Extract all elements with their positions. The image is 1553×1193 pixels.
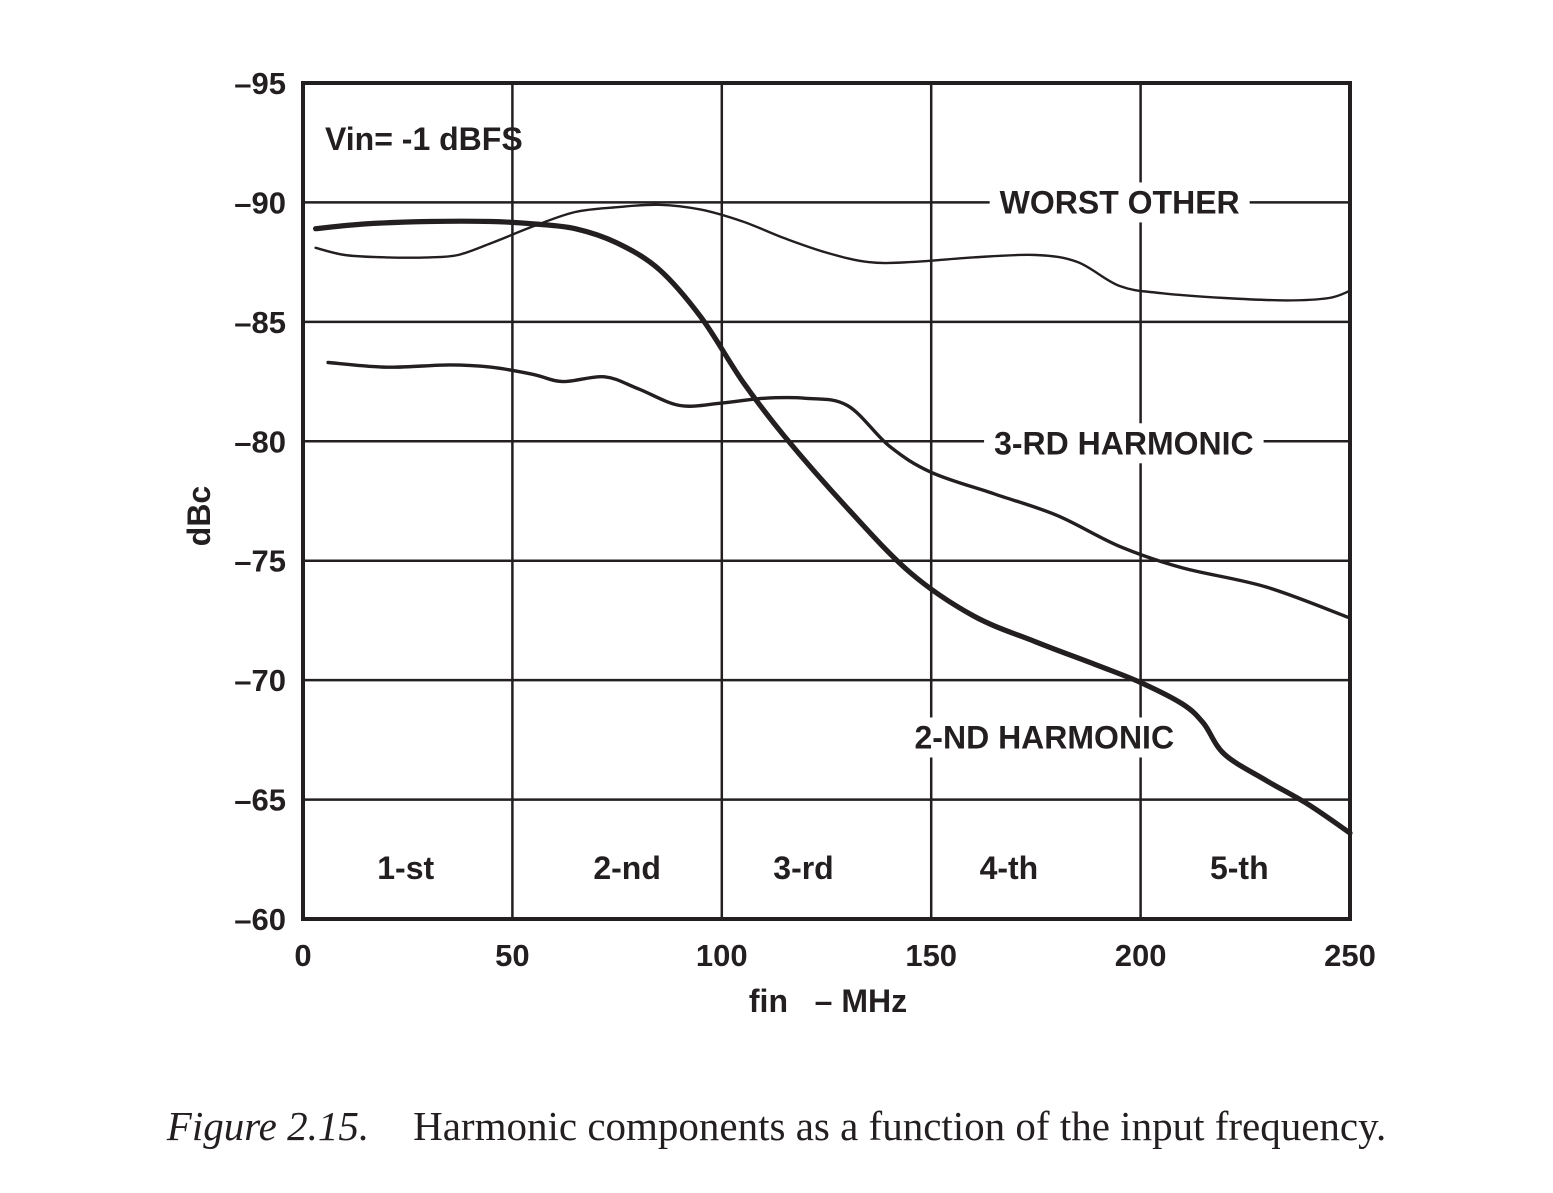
3-rd-harmonic-label-bg xyxy=(984,423,1264,464)
series-lines xyxy=(313,203,1353,836)
y-axis-label: dBc xyxy=(181,486,217,546)
3-rd-harmonic-label: 3-RD HARMONIC xyxy=(994,425,1254,461)
caption-text: Harmonic components as a function of the… xyxy=(413,1103,1387,1149)
2-nd-harmonic-label: 2-ND HARMONIC xyxy=(915,719,1175,755)
3-rd-harmonic-line xyxy=(326,360,1352,620)
zone-label: 3-rd xyxy=(773,850,833,886)
harmonics-chart: –95–90–85–80–75–70–65–600 50 100 150 200 250 … xyxy=(181,66,1376,1019)
y-tick-label: –85 xyxy=(234,305,286,340)
axis-ticks: –95 –90 –85 –80 –75 –70 –65 –600 50 100 150 200 250 xyxy=(234,66,1376,973)
y-tick-label: –95 xyxy=(234,66,286,101)
x-tick-label: 200 xyxy=(1115,938,1167,973)
worst-other-label-bg xyxy=(989,182,1250,223)
y-tick-label: –90 xyxy=(234,185,286,220)
zone-label: 4-th xyxy=(980,850,1039,886)
y-tick-label: –60 xyxy=(234,902,286,937)
figure-number: Figure 2.15. xyxy=(166,1103,370,1149)
2-nd-harmonic-label-bg xyxy=(904,717,1185,758)
zone-label: 1-st xyxy=(377,850,434,886)
worst-other-line xyxy=(314,203,1352,302)
x-tick-label: 150 xyxy=(905,938,957,973)
y-tick-label: –80 xyxy=(234,424,286,459)
series-labels: WORST OTHER 2-ND HARMONIC 3-RD HARMONIC 1-s… xyxy=(377,182,1269,886)
x-axis-label: fin – MHz xyxy=(749,983,907,1019)
x-tick-label: 100 xyxy=(696,938,748,973)
x-tick-label: 0 xyxy=(294,938,311,973)
x-tick-label: 250 xyxy=(1324,938,1376,973)
figure-caption: Figure 2.15. Harmonic components as a fun… xyxy=(0,1102,1553,1150)
worst-other-label: WORST OTHER xyxy=(1000,184,1240,220)
plot-frame xyxy=(301,81,1352,921)
x-tick-label: 50 xyxy=(495,938,529,973)
zone-label: 2-nd xyxy=(593,850,661,886)
2-nd-harmonic-line xyxy=(313,218,1353,836)
vin-annotation: Vin= -1 dBFS xyxy=(325,121,523,157)
y-tick-label: –75 xyxy=(234,544,286,579)
y-tick-label: –65 xyxy=(234,783,286,818)
zone-label: 5-th xyxy=(1210,850,1269,886)
y-tick-label: –70 xyxy=(234,663,286,698)
